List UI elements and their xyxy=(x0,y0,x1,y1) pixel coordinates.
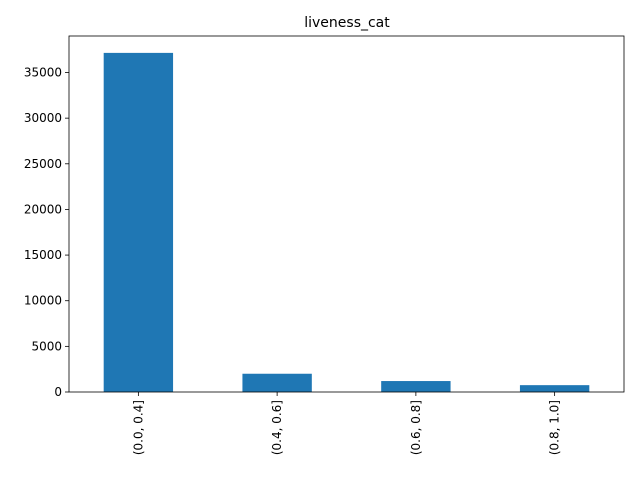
y-tick-label-1: 5000 xyxy=(31,339,62,353)
x-tick-label-0: (0.0, 0.4] xyxy=(131,400,145,455)
x-tick-label-1: (0.4, 0.6] xyxy=(270,400,284,455)
plot-frame xyxy=(68,35,625,393)
y-axis: 0 5000 10000 15000 20000 25000 30000 35000 xyxy=(24,66,69,399)
bar-0 xyxy=(103,52,174,393)
bar-1 xyxy=(242,373,312,392)
x-axis: (0.0, 0.4] (0.4, 0.6] (0.6, 0.8] (0.8, 1.0] xyxy=(131,392,562,455)
chart-title: liveness_cat xyxy=(304,15,390,31)
x-tick-label-3: (0.8, 1.0] xyxy=(548,400,562,455)
y-tick-label-3: 15000 xyxy=(24,248,62,262)
y-tick-label-2: 10000 xyxy=(24,294,62,308)
bar-2 xyxy=(381,381,451,392)
bars-layer xyxy=(103,52,590,393)
y-tick-label-6: 30000 xyxy=(24,111,62,125)
y-tick-label-5: 25000 xyxy=(24,157,62,171)
y-tick-label-0: 0 xyxy=(54,385,62,399)
y-tick-label-7: 35000 xyxy=(24,66,62,80)
y-tick-label-4: 20000 xyxy=(24,202,62,216)
x-tick-label-2: (0.6, 0.8] xyxy=(409,400,423,455)
bar-3 xyxy=(519,385,590,392)
